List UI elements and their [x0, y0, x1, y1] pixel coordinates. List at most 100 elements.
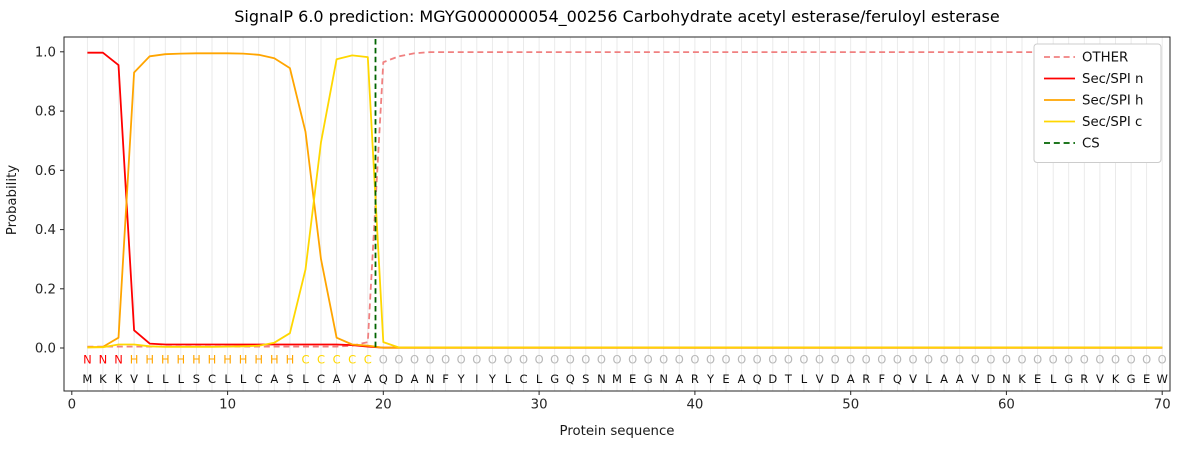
- residue-letter: D: [768, 372, 777, 386]
- region-label: H: [223, 353, 232, 367]
- residue-letter: S: [582, 372, 589, 386]
- residue-letter: L: [1050, 372, 1057, 386]
- y-tick-label: 0.4: [35, 223, 56, 238]
- legend-item-other: OTHER: [1044, 51, 1128, 66]
- region-label: O: [612, 353, 621, 367]
- region-label: C: [317, 353, 325, 367]
- residue-letter: A: [411, 372, 419, 386]
- region-label: O: [753, 353, 762, 367]
- region-label: H: [130, 353, 139, 367]
- residue-letter: L: [536, 372, 543, 386]
- region-label: O: [768, 353, 777, 367]
- region-label: O: [690, 353, 699, 367]
- region-label: O: [893, 353, 902, 367]
- residue-letter: N: [426, 372, 435, 386]
- residue-letter: L: [146, 372, 153, 386]
- region-label: H: [192, 353, 201, 367]
- region-label: O: [908, 353, 917, 367]
- y-tick-label: 0.2: [35, 282, 56, 297]
- legend-item-label: OTHER: [1082, 51, 1128, 66]
- x-tick-label: 50: [842, 398, 859, 413]
- y-tick-label: 1.0: [35, 45, 56, 60]
- residue-letter: I: [475, 372, 478, 386]
- residue-letter: L: [925, 372, 932, 386]
- region-label: H: [145, 353, 154, 367]
- residue-letter: Q: [566, 372, 575, 386]
- residue-letter: A: [956, 372, 964, 386]
- legend-box: [1033, 43, 1162, 163]
- region-label: O: [1111, 353, 1120, 367]
- region-label: O: [1095, 353, 1104, 367]
- x-tick-label: 10: [219, 398, 236, 413]
- residue-letter: S: [286, 372, 293, 386]
- residue-letter: M: [612, 372, 622, 386]
- x-tick-label: 0: [68, 398, 76, 413]
- region-label: H: [161, 353, 170, 367]
- y-axis-label: Probability: [5, 165, 20, 235]
- region-label: O: [1033, 353, 1042, 367]
- residue-letter: V: [909, 372, 917, 386]
- region-label: O: [721, 353, 730, 367]
- legend-item-sec-spi-n: Sec/SPI n: [1044, 72, 1143, 87]
- residue-letter: K: [99, 372, 107, 386]
- y-tick-label: 0.0: [35, 342, 56, 357]
- residue-letter: W: [1157, 372, 1168, 386]
- region-label: O: [503, 353, 512, 367]
- residue-letter: Y: [488, 372, 497, 386]
- residue-letter: E: [722, 372, 729, 386]
- residue-letter: N: [597, 372, 606, 386]
- x-tick-label: 60: [998, 398, 1015, 413]
- residue-letter: V: [130, 372, 138, 386]
- region-label: O: [877, 353, 886, 367]
- residue-letter: Q: [379, 372, 388, 386]
- region-label: N: [99, 353, 108, 367]
- residue-letter: A: [675, 372, 683, 386]
- region-label: O: [410, 353, 419, 367]
- region-label: O: [675, 353, 684, 367]
- residue-letter: D: [831, 372, 840, 386]
- residue-letter: E: [1034, 372, 1041, 386]
- legend-item-label: Sec/SPI n: [1082, 72, 1143, 87]
- region-label: O: [597, 353, 606, 367]
- residue-letter: C: [255, 372, 263, 386]
- residue-letter: L: [302, 372, 309, 386]
- residue-letter: K: [1112, 372, 1120, 386]
- residue-letter: L: [801, 372, 808, 386]
- series-line-sec-spi-c: [87, 54, 1163, 349]
- region-label: O: [940, 353, 949, 367]
- residue-letter: V: [348, 372, 356, 386]
- residue-letter: Y: [457, 372, 466, 386]
- region-label: O: [488, 353, 497, 367]
- region-label: O: [971, 353, 980, 367]
- residue-letter: D: [986, 372, 995, 386]
- residue-letter: Q: [893, 372, 902, 386]
- residue-letter: Q: [753, 372, 762, 386]
- region-label: O: [815, 353, 824, 367]
- region-label: O: [394, 353, 403, 367]
- gridlines: [86, 37, 1163, 391]
- residue-letter: K: [1018, 372, 1026, 386]
- residue-letter: L: [240, 372, 247, 386]
- residue-letter: L: [178, 372, 185, 386]
- series-line-sec-spi-h: [87, 52, 1163, 349]
- residue-letter: D: [394, 372, 403, 386]
- region-label: C: [348, 353, 356, 367]
- region-label: O: [1158, 353, 1167, 367]
- residue-letter: N: [1002, 372, 1011, 386]
- region-label: O: [924, 353, 933, 367]
- residue-letter: K: [115, 372, 123, 386]
- legend-item-label: CS: [1082, 137, 1100, 152]
- region-label: O: [457, 353, 466, 367]
- residue-letter: L: [505, 372, 512, 386]
- residue-letter: F: [442, 372, 449, 386]
- residue-letter: G: [644, 372, 653, 386]
- region-label: O: [519, 353, 528, 367]
- residue-letter: M: [82, 372, 92, 386]
- legend-item-cs: CS: [1044, 137, 1100, 152]
- region-label: O: [1049, 353, 1058, 367]
- residue-letter: A: [270, 372, 278, 386]
- region-label: N: [83, 353, 92, 367]
